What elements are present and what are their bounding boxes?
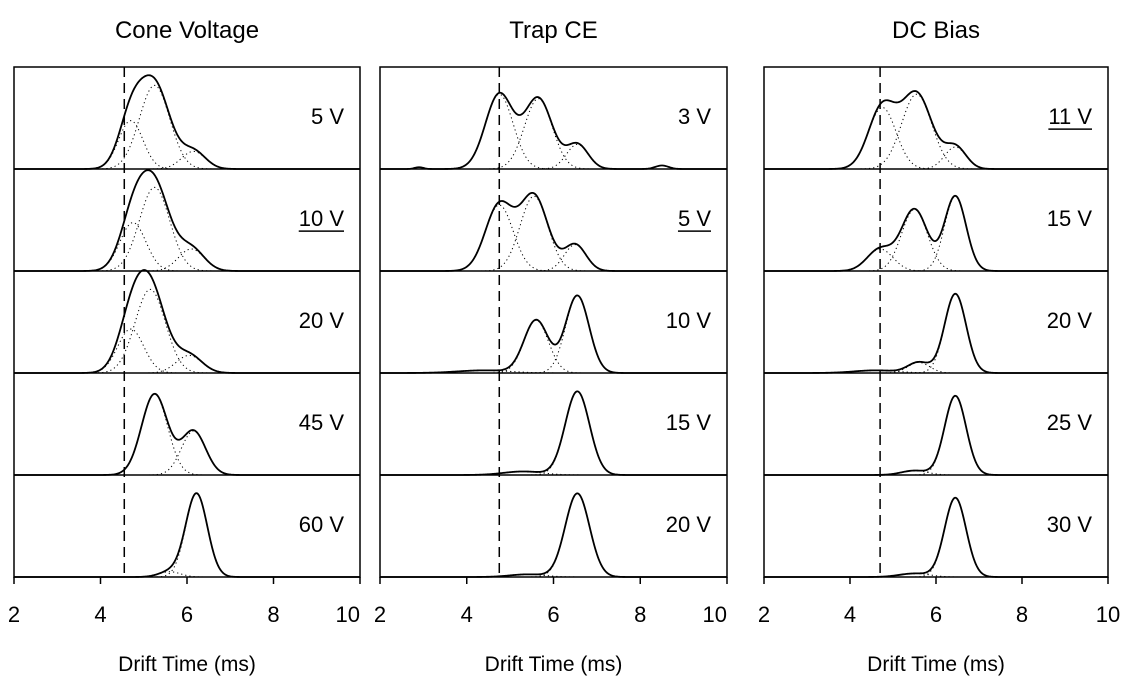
subplot-0-3: 45 V: [14, 392, 360, 476]
subplot-2-1: 15 V: [764, 194, 1108, 272]
subplot-2-2: 20 V: [764, 292, 1108, 374]
component-peak: [764, 293, 1108, 374]
x-tick-label: 8: [267, 602, 279, 627]
subplot-2-4: 30 V: [764, 496, 1108, 578]
x-axis-label: Drift Time (ms): [867, 653, 1005, 676]
component-peak: [14, 248, 360, 272]
x-axis-label: Drift Time (ms): [118, 653, 256, 676]
drift-profile-line: [764, 90, 1108, 170]
chart-title: Cone Voltage: [115, 17, 259, 44]
component-peak: [380, 195, 727, 272]
panel-label: 10 V: [666, 308, 712, 333]
drift-profile-line: [380, 191, 727, 272]
x-tick-label: 10: [1096, 602, 1120, 627]
component-peak: [14, 150, 360, 170]
panel-label: 45 V: [299, 410, 345, 435]
x-tick-label: 4: [844, 602, 856, 627]
x-axis-label: Drift Time (ms): [485, 653, 623, 676]
component-peak: [14, 354, 360, 374]
panel-label: 10 V: [299, 206, 345, 231]
subplot-0-1: 10 V: [14, 169, 360, 272]
component-peak: [764, 361, 1108, 374]
component-peak: [380, 98, 727, 170]
panel-label: 5 V: [311, 104, 344, 129]
component-peak: [14, 84, 360, 170]
x-tick-label: 4: [94, 602, 106, 627]
panel-label: 20 V: [666, 512, 712, 537]
x-tick-label: 10: [336, 602, 360, 627]
panel-label: 15 V: [666, 410, 712, 435]
x-tick-label: 2: [8, 602, 20, 627]
x-tick-label: 6: [547, 602, 559, 627]
chart-column-2: DC Bias 11 V 15 V 20 V 25 V 30 V 2 4 6 8 10 Drift T…: [758, 17, 1120, 676]
x-tick-label: 8: [1016, 602, 1028, 627]
component-peak: [380, 244, 727, 272]
x-tick-label: 6: [181, 602, 193, 627]
drift-profile-line: [380, 294, 727, 374]
component-peak: [380, 143, 727, 170]
component-peak: [764, 395, 1108, 476]
x-tick-label: 4: [461, 602, 473, 627]
panel-label: 20 V: [299, 308, 345, 333]
subplot-1-1: 5 V: [380, 191, 727, 272]
panel-label: 20 V: [1047, 308, 1093, 333]
panel-label: 3 V: [678, 104, 711, 129]
component-peak: [764, 470, 1108, 476]
subplot-0-4: 60 V: [14, 492, 360, 578]
x-tick-label: 8: [634, 602, 646, 627]
x-tick-label: 2: [758, 602, 770, 627]
subplot-0-0: 5 V: [14, 74, 360, 170]
subplot-1-2: 10 V: [380, 294, 727, 374]
x-tick-label: 2: [374, 602, 386, 627]
component-peak: [380, 295, 727, 374]
subplot-1-0: 3 V: [380, 91, 727, 170]
panel-label: 15 V: [1047, 206, 1093, 231]
chart-column-0: Cone Voltage 5 V 10 V 20 V 45 V 60 V 2 4 6 8 10 Dri…: [8, 17, 361, 676]
component-peak: [764, 248, 1108, 272]
component-peak: [764, 497, 1108, 578]
drift-profile-line: [764, 394, 1108, 476]
component-peak: [14, 430, 360, 476]
subplot-2-3: 25 V: [764, 394, 1108, 476]
x-tick-label: 6: [930, 602, 942, 627]
drift-profile-line: [14, 74, 360, 170]
chart-column-1: Trap CE 3 V 5 V 10 V 15 V 20 V 2 4 6 8 10 Drift Tim…: [374, 17, 728, 676]
subplot-2-0: 11 V: [764, 90, 1108, 170]
component-peak: [764, 572, 1108, 578]
chart-title: DC Bias: [892, 17, 980, 44]
subplot-0-2: 20 V: [14, 269, 360, 374]
chart-title: Trap CE: [509, 17, 597, 44]
component-peak: [380, 93, 727, 170]
subplot-1-3: 15 V: [380, 390, 727, 476]
panel-label: 60 V: [299, 512, 345, 537]
panel-label: 25 V: [1047, 410, 1093, 435]
drift-profile-line: [380, 91, 727, 170]
panel-label: 11 V: [1048, 104, 1092, 129]
subplot-1-4: 20 V: [380, 492, 727, 578]
drift-profile-line: [764, 292, 1108, 374]
component-peak: [764, 146, 1108, 170]
x-tick-label: 10: [703, 602, 727, 627]
panel-label: 5 V: [678, 206, 711, 231]
panel-label: 30 V: [1047, 512, 1093, 537]
drift-profile-line: [764, 496, 1108, 578]
